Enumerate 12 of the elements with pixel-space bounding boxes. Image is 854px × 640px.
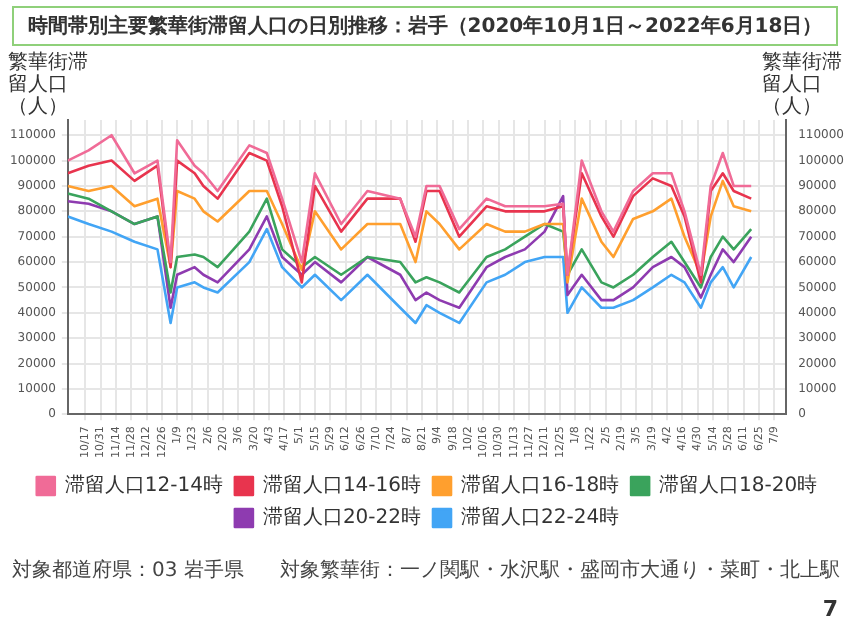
legend-label: 滞留人口18-20時	[659, 473, 818, 498]
y2-axis-title: 繁華街滞留人口（人）	[762, 52, 844, 118]
legend-label: 滞留人口20-22時	[262, 505, 422, 530]
chart-title: 時間帯別主要繁華街滞留人口の日別推移：岩手（2020年10月1日～2022年6月18日）	[12, 6, 838, 46]
legend-label: 滞留人口22-24時	[461, 505, 620, 530]
legend-label: 滞留人口16-18時	[461, 473, 620, 498]
legend-label: 滞留人口14-16時	[262, 473, 422, 498]
text: 7	[822, 596, 838, 622]
y-axis-title: 繁華街滞留人口（人）	[8, 52, 90, 118]
legend-label: 滞留人口12-14時	[64, 473, 223, 498]
text: 対象都道府県：03 岩手県	[12, 557, 244, 584]
text: 対象繁華街：一ノ関駅・水沢駅・盛岡市大通り・菜町・北上駅	[280, 557, 840, 584]
